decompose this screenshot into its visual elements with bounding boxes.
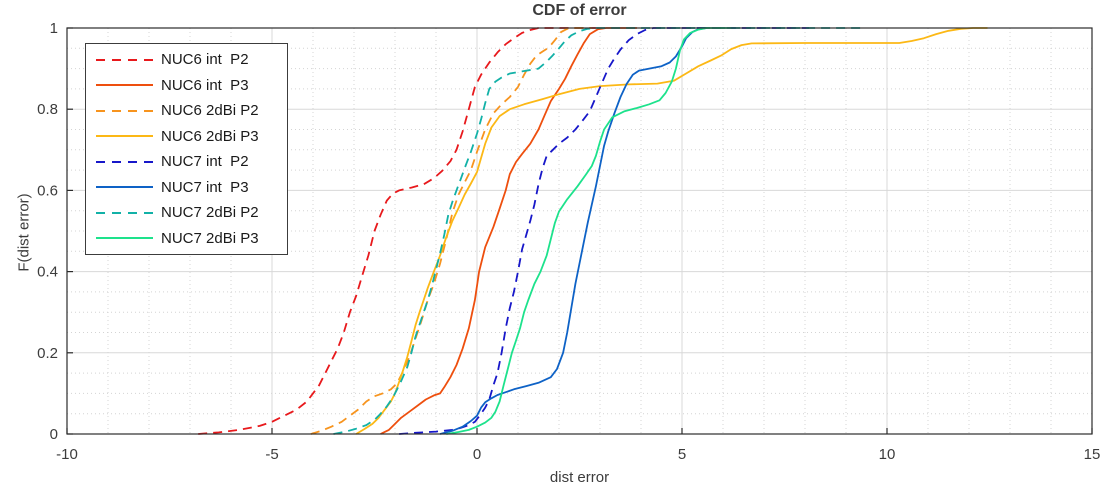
legend-label: NUC6 int P3 <box>161 76 249 94</box>
legend-label: NUC7 int P3 <box>161 178 249 196</box>
legend-label: NUC6 2dBi P2 <box>161 102 259 120</box>
legend-dashed-line-sample <box>96 160 153 163</box>
legend-solid-line-sample <box>96 186 153 189</box>
legend-dashed-line-sample <box>96 109 153 112</box>
legend-solid-line-sample <box>96 135 153 138</box>
legend-solid-line-sample <box>96 237 153 240</box>
legend-item-NUC6-int-P2: NUC6 int P2 <box>96 48 287 72</box>
cdf-curve-NUC7-int-P3 <box>439 27 707 435</box>
legend-item-NUC6-2dBi-P2: NUC6 2dBi P2 <box>96 99 287 123</box>
legend-item-NUC7-int-P3: NUC7 int P3 <box>96 175 287 199</box>
legend-label: NUC6 2dBi P3 <box>161 127 259 145</box>
legend-box: NUC6 int P2 NUC6 int P3 NUC6 2dBi P2 NUC6 2… <box>85 43 288 255</box>
x-tick-label: 5 <box>678 446 686 463</box>
x-tick-label: 10 <box>879 446 896 463</box>
y-tick-label: 0.8 <box>37 101 58 118</box>
cdf-curve-NUC7-int-P2 <box>399 27 810 435</box>
x-tick-label: 15 <box>1084 446 1101 463</box>
legend-item-NUC7-int-P2: NUC7 int P2 <box>96 150 287 174</box>
y-tick-label: 0.2 <box>37 345 58 362</box>
cdf-curve-NUC7-2dBi-P2 <box>333 27 863 435</box>
axes-box <box>66 27 1093 435</box>
cdf-curve-NUC6-2dBi-P3 <box>355 27 988 435</box>
y-tick-label: 0.4 <box>37 264 58 281</box>
x-axis-label: dist error <box>549 469 610 486</box>
x-tick-label: 0 <box>473 446 481 463</box>
cdf-curve-NUC6-int-P2 <box>198 27 596 435</box>
legend-dashed-line-sample <box>96 58 153 61</box>
legend-dashed-line-sample <box>96 211 153 214</box>
legend-label: NUC6 int P2 <box>161 51 249 69</box>
cdf-curve-NUC6-int-P3 <box>380 27 637 435</box>
y-tick-label: 0 <box>50 426 58 443</box>
x-tick-label: -10 <box>56 446 78 463</box>
legend-label: NUC7 2dBi P2 <box>161 204 259 222</box>
y-tick-label: 0.6 <box>37 182 58 199</box>
cdf-curve-NUC7-2dBi-P3 <box>446 27 732 435</box>
y-axis-label: F(dist error) <box>15 193 33 272</box>
legend-label: NUC7 2dBi P3 <box>161 229 259 247</box>
y-tick-label: 1 <box>50 20 58 37</box>
cdf-curve-NUC6-2dBi-P2 <box>310 27 592 435</box>
chart-title: CDF of error <box>532 2 627 19</box>
legend-item-NUC6-2dBi-P3: NUC6 2dBi P3 <box>96 124 287 148</box>
legend-solid-line-sample <box>96 84 153 87</box>
legend-item-NUC7-2dBi-P3: NUC7 2dBi P3 <box>96 226 287 250</box>
legend-item-NUC6-int-P3: NUC6 int P3 <box>96 73 287 97</box>
legend-label: NUC7 int P2 <box>161 153 249 171</box>
legend-item-NUC7-2dBi-P2: NUC7 2dBi P2 <box>96 201 287 225</box>
x-tick-label: -5 <box>265 446 278 463</box>
